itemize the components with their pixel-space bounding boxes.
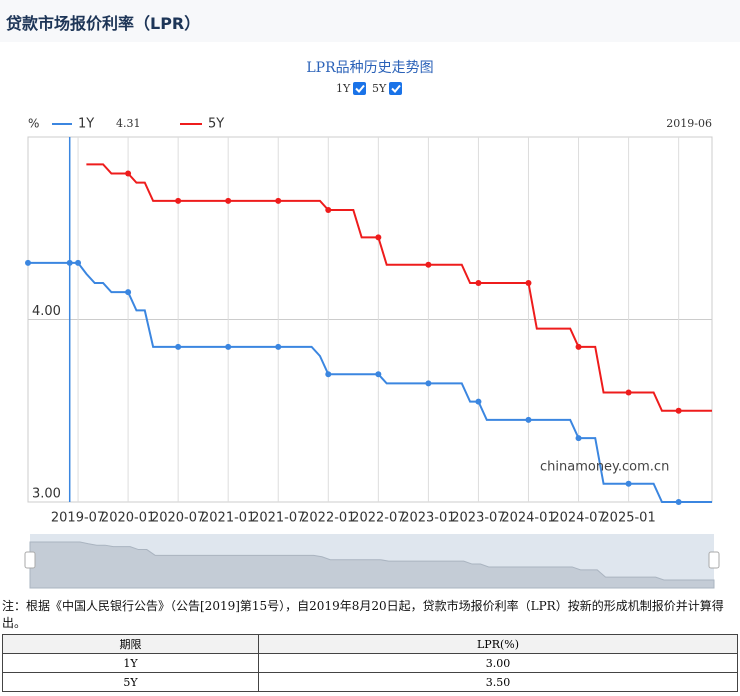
x-tick-label: 2021-07 bbox=[251, 511, 305, 526]
y-tick-label: 3.00 bbox=[32, 487, 61, 502]
x-tick-label: 2020-07 bbox=[151, 511, 205, 526]
point bbox=[625, 480, 632, 487]
note: 注：根据《中国人民银行公告》（公告[2019]第15号），自2019年8月20日… bbox=[2, 599, 724, 630]
slider-handle[interactable] bbox=[708, 551, 720, 569]
x-tick-label: 2024-01 bbox=[501, 511, 555, 526]
x-tick-label: 2023-01 bbox=[401, 511, 455, 526]
watermark: chinamoney.com.cn bbox=[540, 460, 669, 475]
slider-handle[interactable] bbox=[24, 551, 36, 569]
point bbox=[675, 499, 682, 505]
point bbox=[525, 280, 532, 286]
x-tick-label: 2020-01 bbox=[101, 511, 155, 526]
point bbox=[425, 380, 432, 387]
table-cell: 5Y bbox=[2, 672, 259, 692]
pointer-value: 4.31 bbox=[116, 117, 141, 130]
series-line bbox=[28, 261, 712, 503]
toggle-label: 5Y bbox=[372, 82, 387, 95]
x-tick-label: 2022-01 bbox=[301, 511, 355, 526]
point bbox=[175, 197, 182, 204]
y-unit: % bbox=[28, 117, 39, 131]
point bbox=[575, 343, 582, 350]
table-cell: 1Y bbox=[2, 653, 259, 673]
table-header: 期限 bbox=[2, 634, 259, 654]
point bbox=[425, 261, 432, 268]
x-tick-label: 2022-07 bbox=[351, 511, 405, 526]
checkbox[interactable] bbox=[353, 82, 366, 95]
header: 贷款市场报价利率（LPR） bbox=[0, 0, 740, 42]
pointer-date: 2019-06 bbox=[666, 117, 712, 130]
point bbox=[375, 234, 382, 241]
point bbox=[575, 435, 582, 442]
x-tick-label: 2025-01 bbox=[601, 511, 655, 526]
check bbox=[391, 84, 401, 93]
point bbox=[66, 259, 73, 266]
point bbox=[25, 259, 31, 266]
point bbox=[275, 197, 282, 204]
point bbox=[525, 416, 532, 423]
point bbox=[175, 343, 182, 350]
point bbox=[325, 207, 332, 213]
x-tick-label: 2023-07 bbox=[451, 511, 505, 526]
x-tick-label: 2024-07 bbox=[551, 511, 605, 526]
slider-area bbox=[29, 541, 715, 589]
series-line bbox=[86, 163, 712, 412]
checkbox[interactable] bbox=[389, 82, 402, 95]
point bbox=[125, 170, 132, 177]
point bbox=[675, 407, 682, 414]
x-tick-label: 2019-07 bbox=[51, 511, 105, 526]
point bbox=[275, 343, 282, 350]
legend-label: 1Y bbox=[78, 117, 94, 132]
page-title: 贷款市场报价利率（LPR） bbox=[6, 14, 201, 33]
point bbox=[475, 398, 482, 405]
y-tick-label: 4.00 bbox=[32, 304, 61, 319]
point bbox=[325, 371, 332, 378]
table-cell: 3.50 bbox=[258, 672, 738, 692]
lpr-table: 期限 LPR(%) 1Y 3.00 5Y 3.50 bbox=[2, 634, 738, 692]
chart: LPR品种历史走势图 % 3.00 4.00 2019-072020-012020-… bbox=[24, 60, 720, 589]
check bbox=[355, 84, 365, 93]
point bbox=[625, 389, 632, 396]
point bbox=[225, 343, 232, 350]
x-tick-label: 2021-01 bbox=[201, 511, 255, 526]
point bbox=[375, 371, 382, 378]
chart-title: LPR品种历史走势图 bbox=[306, 60, 433, 76]
table-header: LPR(%) bbox=[258, 634, 738, 654]
table-cell: 3.00 bbox=[258, 653, 738, 673]
legend-label: 5Y bbox=[208, 117, 224, 132]
toggle-label: 1Y bbox=[336, 82, 351, 95]
point bbox=[125, 289, 132, 296]
point bbox=[75, 259, 82, 266]
point bbox=[225, 197, 232, 204]
point bbox=[475, 280, 482, 286]
